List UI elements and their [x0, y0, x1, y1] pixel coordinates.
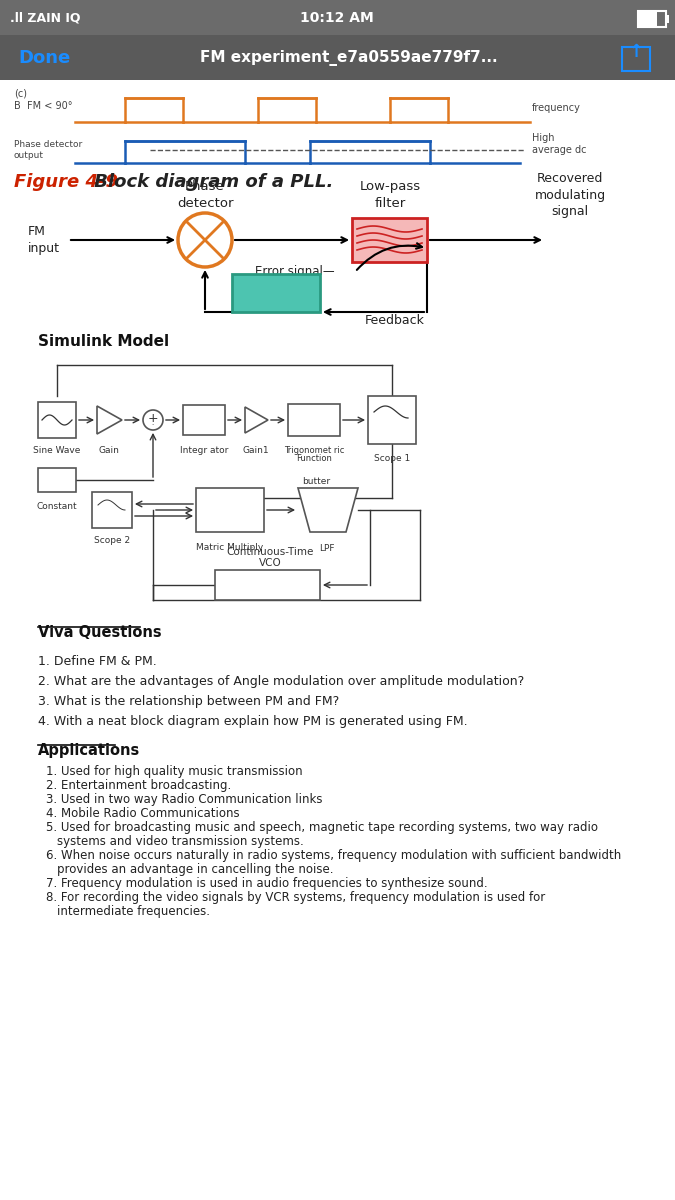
Text: Scope 2: Scope 2 — [94, 536, 130, 545]
Text: provides an advantage in cancelling the noise.: provides an advantage in cancelling the … — [57, 863, 333, 876]
Text: 4. With a neat block diagram explain how PM is generated using FM.: 4. With a neat block diagram explain how… — [38, 715, 468, 728]
Text: Done: Done — [18, 49, 70, 67]
FancyBboxPatch shape — [368, 396, 416, 444]
Text: Constant: Constant — [36, 502, 78, 511]
FancyBboxPatch shape — [0, 80, 675, 1200]
Text: Applications: Applications — [38, 743, 140, 758]
Text: High
average dc: High average dc — [532, 133, 587, 155]
Text: FM experiment_e7a0559ae779f7...: FM experiment_e7a0559ae779f7... — [200, 50, 497, 66]
Text: Phase detector
output: Phase detector output — [14, 139, 82, 161]
Text: +: + — [148, 413, 159, 426]
Text: 3. What is the relationship between PM and FM?: 3. What is the relationship between PM a… — [38, 695, 340, 708]
FancyBboxPatch shape — [38, 468, 76, 492]
Text: Viva Questions: Viva Questions — [38, 625, 161, 640]
Text: Feedback: Feedback — [365, 313, 425, 326]
Text: frequency: frequency — [532, 103, 581, 113]
Text: Integr ator: Integr ator — [180, 446, 228, 455]
Polygon shape — [298, 488, 358, 532]
Text: .ll ZAIN IQ: .ll ZAIN IQ — [10, 12, 80, 24]
Text: Recovered
modulating
signal: Recovered modulating signal — [535, 172, 605, 218]
Text: s: s — [201, 424, 207, 434]
Text: 1. Used for high quality music transmission: 1. Used for high quality music transmiss… — [46, 766, 302, 778]
Text: butter: butter — [302, 476, 330, 486]
Text: Multiply: Multiply — [209, 514, 250, 523]
Text: Error signal—: Error signal— — [255, 265, 335, 278]
Text: Matrix: Matrix — [213, 500, 246, 510]
FancyBboxPatch shape — [288, 404, 340, 436]
Text: 2. What are the advantages of Angle modulation over amplitude modulation?: 2. What are the advantages of Angle modu… — [38, 674, 524, 688]
Text: 1: 1 — [200, 410, 207, 421]
Text: systems and video transmission systems.: systems and video transmission systems. — [57, 835, 304, 848]
Text: VCO: VCO — [256, 284, 296, 302]
Text: ↑: ↑ — [628, 43, 643, 61]
Text: 1. Define FM & PM.: 1. Define FM & PM. — [38, 655, 157, 668]
FancyBboxPatch shape — [215, 570, 320, 600]
Text: Gain: Gain — [99, 446, 119, 455]
Text: 2. Entertainment broadcasting.: 2. Entertainment broadcasting. — [46, 779, 232, 792]
FancyBboxPatch shape — [38, 402, 76, 438]
FancyBboxPatch shape — [196, 488, 264, 532]
Text: B  FM < 90°: B FM < 90° — [14, 101, 72, 110]
Polygon shape — [97, 406, 122, 434]
Polygon shape — [245, 407, 268, 433]
Text: 100: 100 — [47, 475, 68, 485]
Text: Sine Wave: Sine Wave — [33, 446, 81, 455]
Text: 7. Frequency modulation is used in audio frequencies to synthesize sound.: 7. Frequency modulation is used in audio… — [46, 877, 487, 890]
FancyBboxPatch shape — [0, 0, 675, 35]
Text: cos: cos — [304, 410, 323, 421]
Text: 6. When noise occurs naturally in radio systems, frequency modulation with suffi: 6. When noise occurs naturally in radio … — [46, 850, 621, 862]
Text: Phase
detector: Phase detector — [177, 180, 234, 210]
FancyBboxPatch shape — [183, 404, 225, 434]
Text: Scope 1: Scope 1 — [374, 454, 410, 463]
Text: Function: Function — [296, 454, 332, 463]
Text: 8. For recording the video signals by VCR systems, frequency modulation is used : 8. For recording the video signals by VC… — [46, 890, 545, 904]
Text: FM
input: FM input — [28, 226, 60, 254]
FancyBboxPatch shape — [0, 35, 675, 80]
FancyBboxPatch shape — [352, 218, 427, 262]
Text: 50: 50 — [103, 415, 115, 425]
Text: VCO: VCO — [257, 588, 277, 596]
Text: Simulink Model: Simulink Model — [38, 335, 169, 349]
Text: Matric Multiply: Matric Multiply — [196, 542, 264, 552]
Text: (c): (c) — [14, 88, 27, 98]
Text: Low-pass
filter: Low-pass filter — [359, 180, 421, 210]
Text: VCO: VCO — [259, 558, 281, 568]
Text: Continuous-Time: Continuous-Time — [230, 577, 305, 587]
Text: intermediate frequencies.: intermediate frequencies. — [57, 905, 210, 918]
Text: Trigonomet ric: Trigonomet ric — [284, 446, 344, 455]
FancyBboxPatch shape — [666, 14, 669, 23]
Text: ·: · — [151, 422, 153, 428]
FancyBboxPatch shape — [639, 12, 657, 26]
FancyBboxPatch shape — [232, 274, 320, 312]
Text: Continuous-Time: Continuous-Time — [226, 547, 314, 557]
Text: 4. Mobile Radio Communications: 4. Mobile Radio Communications — [46, 806, 240, 820]
FancyBboxPatch shape — [92, 492, 132, 528]
Text: 3. Used in two way Radio Communication links: 3. Used in two way Radio Communication l… — [46, 793, 323, 806]
Text: 5. Used for broadcasting music and speech, magnetic tape recording systems, two : 5. Used for broadcasting music and speec… — [46, 821, 598, 834]
Text: 10:12 AM: 10:12 AM — [300, 11, 374, 25]
Text: LPF: LPF — [319, 544, 335, 553]
Text: Gain1: Gain1 — [243, 446, 269, 455]
Text: Kc: Kc — [250, 415, 261, 425]
Text: Figure 4-9: Figure 4-9 — [14, 173, 118, 191]
Text: Block diagram of a PLL.: Block diagram of a PLL. — [88, 173, 333, 191]
